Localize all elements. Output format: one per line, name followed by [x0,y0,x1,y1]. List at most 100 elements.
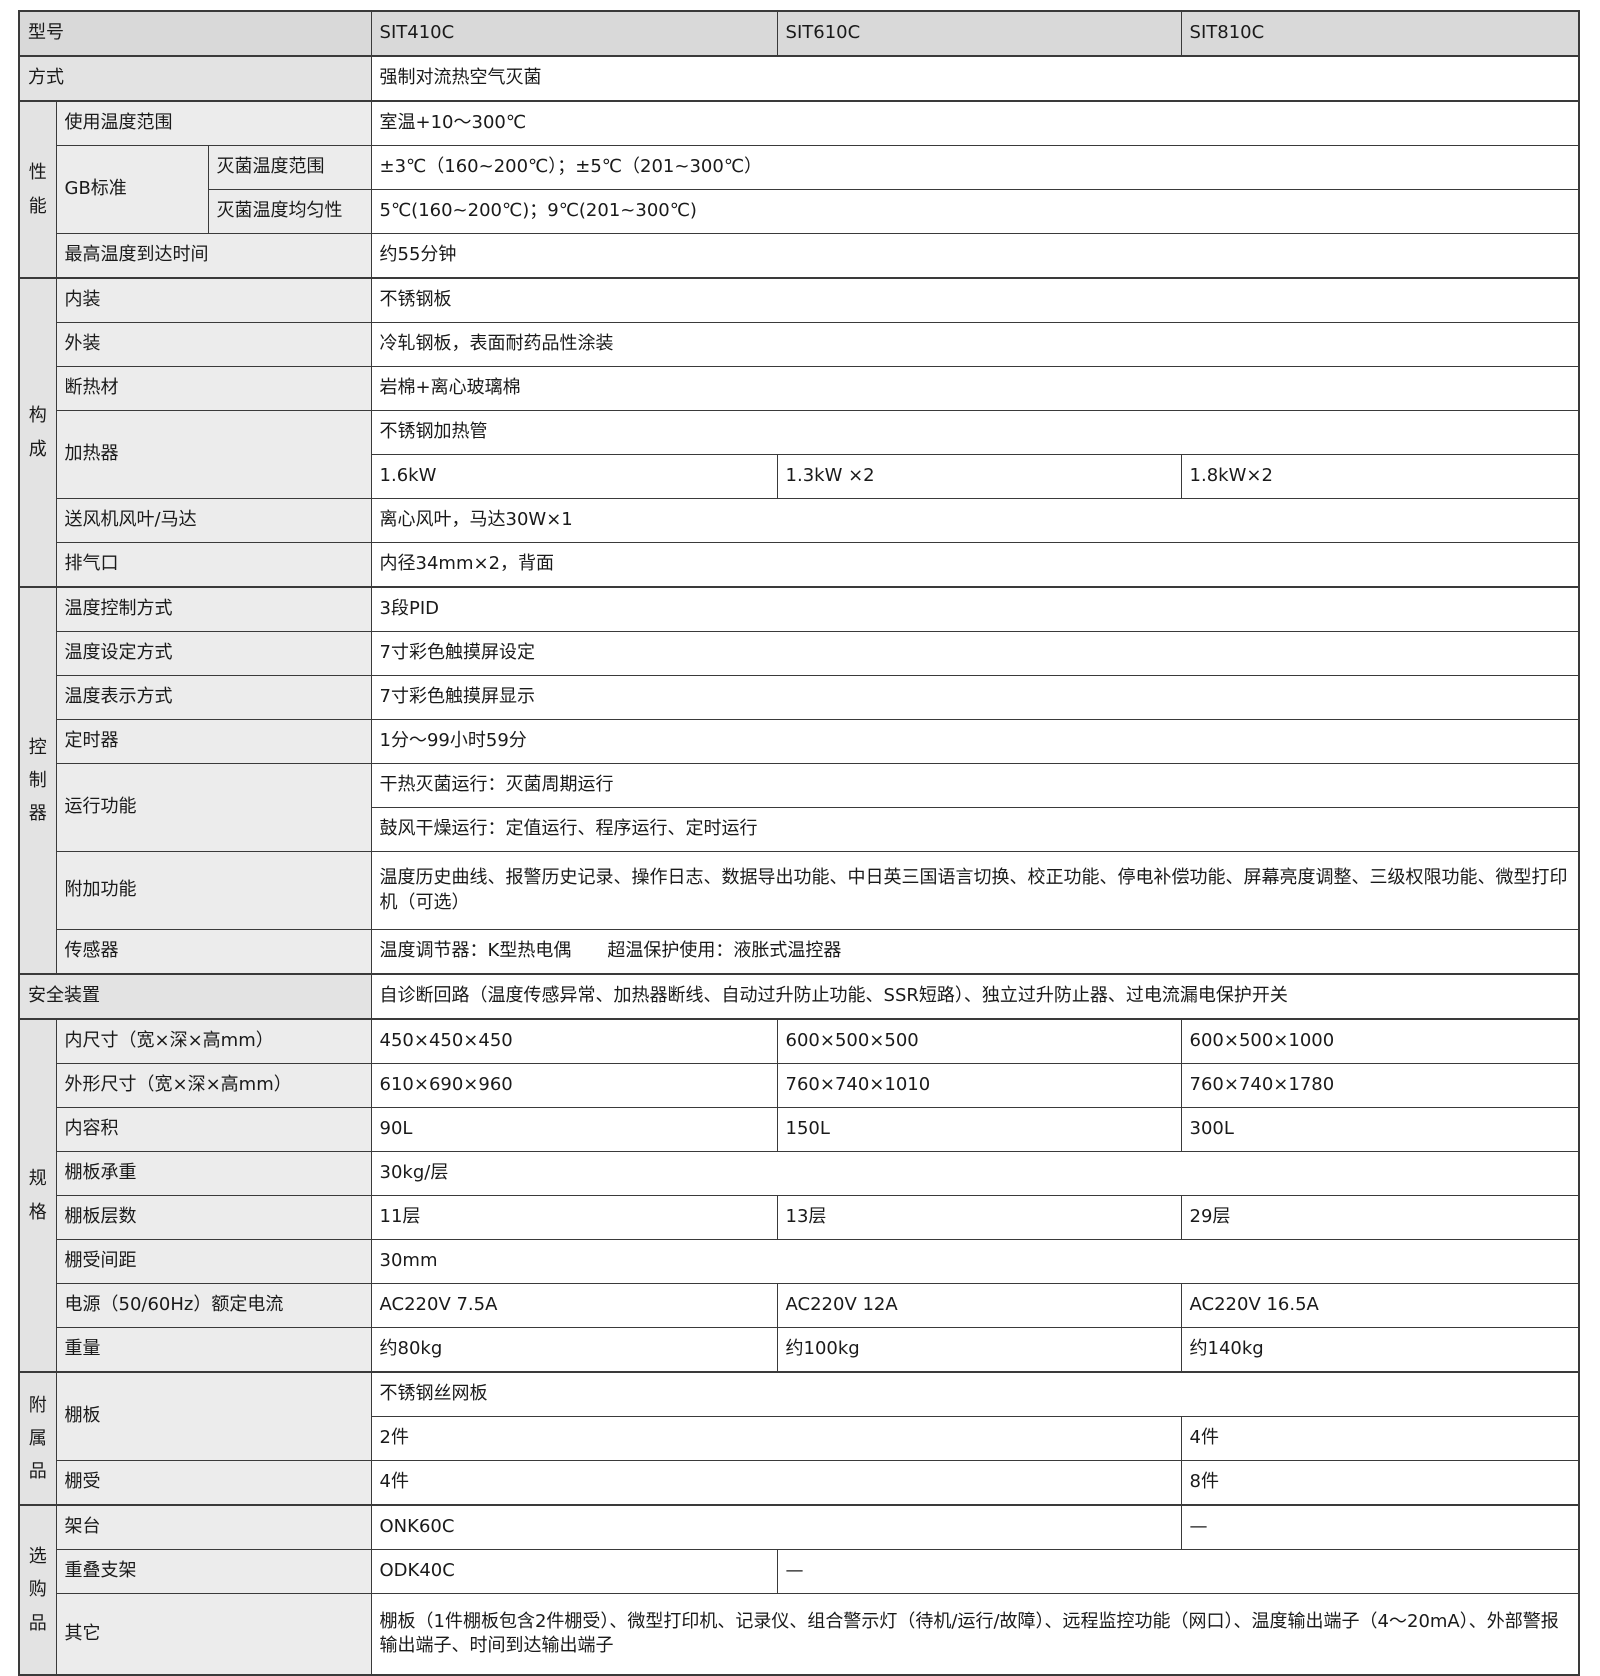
power-sit810c: AC220V 16.5A [1180,1283,1580,1328]
row-timer: 定时器 1分〜99小时59分 [19,719,1580,764]
exterior-label: 外装 [55,322,372,367]
interior-label: 内装 [55,277,372,323]
stack-bracket-value-sit610c-810c: — [776,1549,1580,1594]
method-label: 方式 [18,55,372,102]
capacity-sit810c: 300L [1180,1107,1580,1152]
shelf-board-count-sit410c-610c: 2件 [370,1416,1182,1461]
shelf-support-count-sit410c-610c: 4件 [370,1460,1182,1506]
sensor-value: 温度调节器：K型热电偶 超温保护使用：液胀式温控器 [370,929,1580,975]
row-power: 电源（50/60Hz）额定电流 AC220V 7.5A AC220V 12A A… [19,1283,1580,1328]
row-exhaust: 排气口 内径34mm×2，背面 [19,542,1580,588]
row-weight: 重量 约80kg 约100kg 约140kg [19,1327,1580,1373]
operation-value-2: 鼓风干燥运行：定值运行、程序运行、定时运行 [370,807,1580,852]
power-label: 电源（50/60Hz）额定电流 [55,1283,372,1328]
additional-functions-label: 附加功能 [55,851,372,930]
additional-functions-value: 温度历史曲线、报警历史记录、操作日志、数据导出功能、中日英三国语言切换、校正功能… [370,851,1580,930]
weight-sit410c: 约80kg [370,1327,778,1373]
safety-value: 自诊断回路（温度传感异常、加热器断线、自动过升防止功能、SSR短路）、独立过升防… [370,973,1580,1020]
cell-model-sit410c: SIT410C [370,10,778,57]
interior-value: 不锈钢板 [370,277,1580,323]
shelf-support-count-sit810c: 8件 [1180,1460,1580,1506]
row-fan-motor: 送风机风叶/马达 离心风叶，马达30W×1 [19,498,1580,543]
row-max-temp-time: 最高温度到达时间 约55分钟 [19,233,1580,279]
stand-value-sit410c-610c: ONK60C [370,1504,1182,1550]
row-insulation: 断热材 岩棉+离心玻璃棉 [19,366,1580,411]
outer-size-sit410c: 610×690×960 [370,1063,778,1108]
row-safety: 安全装置 自诊断回路（温度传感异常、加热器断线、自动过升防止功能、SSR短路）、… [18,973,1580,1020]
method-value: 强制对流热空气灭菌 [370,55,1580,102]
row-capacity: 内容积 90L 150L 300L [19,1107,1580,1152]
capacity-sit610c: 150L [776,1107,1182,1152]
row-shelf-load: 棚板承重 30kg/层 [19,1151,1580,1196]
row-shelf-pitch: 棚受间距 30mm [19,1239,1580,1284]
others-label: 其它 [55,1593,372,1676]
outer-size-label: 外形尺寸（宽×深×高mm） [55,1063,372,1108]
weight-sit610c: 约100kg [776,1327,1182,1373]
group-controller-label: 控制器 [28,736,47,825]
row-sensor: 传感器 温度调节器：K型热电偶 超温保护使用：液胀式温控器 [19,929,1580,975]
group-construction: 构成 [18,277,57,588]
stand-value-sit810c: — [1180,1504,1580,1550]
row-operation-2: 鼓风干燥运行：定值运行、程序运行、定时运行 [19,807,1580,852]
group-options: 选购品 [18,1504,57,1676]
row-interior: 构成 内装 不锈钢板 [18,277,1580,588]
shelf-pitch-label: 棚受间距 [55,1239,372,1284]
heater-type-value: 不锈钢加热管 [370,410,1580,455]
temp-control-value: 3段PID [370,586,1580,632]
row-shelf-layers: 棚板层数 11层 13层 29层 [19,1195,1580,1240]
row-shelf-support: 棚受 4件 8件 [19,1460,1580,1506]
row-exterior: 外装 冷轧钢板，表面耐药品性涂装 [19,322,1580,367]
row-temp-control: 控制器 温度控制方式 3段PID [18,586,1580,975]
shelf-board-label: 棚板 [55,1371,372,1461]
row-additional-functions: 附加功能 温度历史曲线、报警历史记录、操作日志、数据导出功能、中日英三国语言切换… [19,851,1580,930]
use-temp-range-label: 使用温度范围 [55,100,372,146]
sterilize-temp-range-value: ±3℃（160~200℃）；±5℃（201~300℃） [370,145,1580,190]
group-controller: 控制器 [18,586,57,975]
row-stand: 选购品 架台 ONK60C — [18,1504,1580,1676]
sterilize-temp-range-label: 灭菌温度范围 [207,145,372,190]
heater-power-sit410c: 1.6kW [370,454,778,499]
model-row-label: 型号 [18,10,372,57]
exhaust-label: 排气口 [55,542,372,588]
temp-setting-label: 温度设定方式 [55,631,372,676]
temp-setting-value: 7寸彩色触摸屏设定 [370,631,1580,676]
row-shelf-board-material: 附属品 棚板 不锈钢丝网板 [18,1371,1580,1506]
fan-motor-label: 送风机风叶/马达 [55,498,372,543]
power-sit610c: AC220V 12A [776,1283,1182,1328]
inner-size-sit810c: 600×500×1000 [1180,1018,1580,1064]
shelf-board-material-value: 不锈钢丝网板 [370,1371,1580,1417]
weight-label: 重量 [55,1327,372,1373]
inner-size-sit610c: 600×500×500 [776,1018,1182,1064]
spec-sheet: 型号 SIT410C SIT610C SIT810C 方式 强制对流热空气灭菌 … [18,10,1581,1676]
insulation-label: 断热材 [55,366,372,411]
group-performance-label: 性能 [28,162,47,217]
inner-size-label: 内尺寸（宽×深×高mm） [55,1018,372,1064]
temp-display-label: 温度表示方式 [55,675,372,720]
max-temp-time-label: 最高温度到达时间 [55,233,372,279]
shelf-load-value: 30kg/层 [370,1151,1580,1196]
max-temp-time-value: 约55分钟 [370,233,1580,279]
sterilize-temp-uniformity-label: 灭菌温度均匀性 [207,189,372,234]
row-model: 型号 SIT410C SIT610C SIT810C [18,10,1580,57]
spec-table: 型号 SIT410C SIT610C SIT810C 方式 强制对流热空气灭菌 … [18,10,1581,1676]
stack-bracket-label: 重叠支架 [55,1549,372,1594]
heater-power-sit810c: 1.8kW×2 [1180,454,1580,499]
group-performance: 性能 [18,100,57,279]
exterior-value: 冷轧钢板，表面耐药品性涂装 [370,322,1580,367]
fan-motor-value: 离心风叶，马达30W×1 [370,498,1580,543]
row-method: 方式 强制对流热空气灭菌 [18,55,1580,102]
outer-size-sit610c: 760×740×1010 [776,1063,1182,1108]
shelf-layers-sit810c: 29层 [1180,1195,1580,1240]
group-spec: 规格 [18,1018,57,1373]
row-others: 其它 棚板（1件棚板包含2件棚受）、微型打印机、记录仪、组合警示灯（待机/运行/… [19,1593,1580,1676]
cell-model-sit610c: SIT610C [776,10,1182,57]
shelf-layers-label: 棚板层数 [55,1195,372,1240]
inner-size-sit410c: 450×450×450 [370,1018,778,1064]
row-gb-sterilize-uniformity: 灭菌温度均匀性 5℃(160~200℃)；9℃(201~300℃) [19,189,1580,234]
group-spec-label: 规格 [28,1168,47,1223]
timer-label: 定时器 [55,719,372,764]
group-accessories: 附属品 [18,1371,57,1506]
outer-size-sit810c: 760×740×1780 [1180,1063,1580,1108]
stack-bracket-value-sit410c: ODK40C [370,1549,778,1594]
row-heater-type: 加热器 不锈钢加热管 [19,410,1580,499]
